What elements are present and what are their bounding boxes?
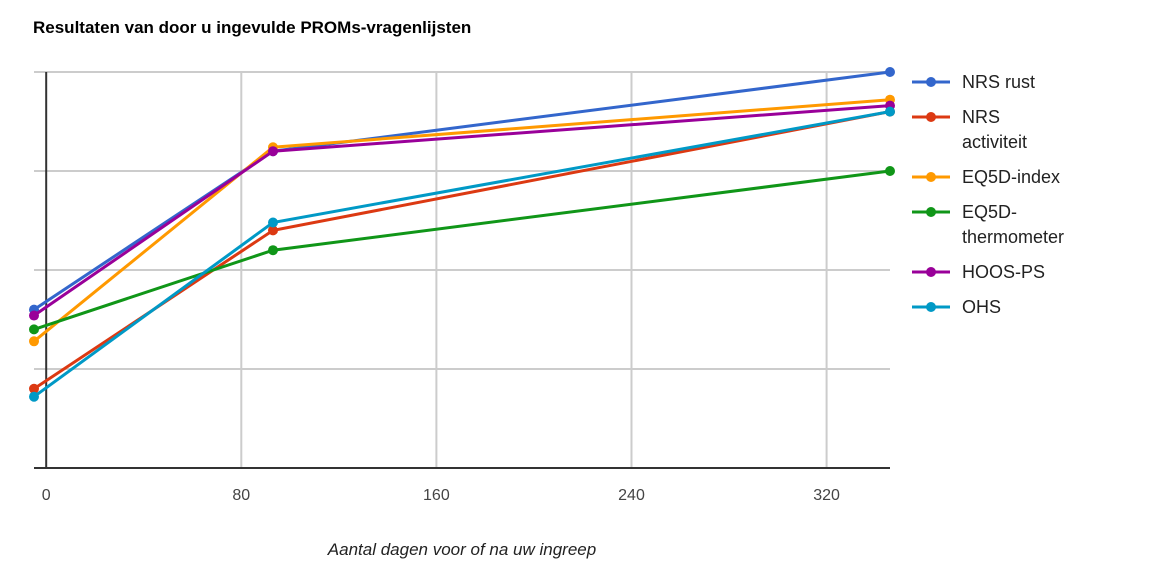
data-point — [267, 225, 278, 236]
legend-label: NRS — [962, 107, 1000, 127]
legend-item: OHS — [912, 297, 1001, 317]
data-point — [267, 245, 278, 256]
x-axis-label: Aantal dagen voor of na uw ingreep — [327, 540, 596, 559]
data-point — [29, 336, 39, 347]
legend-label: activiteit — [962, 132, 1027, 152]
x-tick-label: 0 — [42, 487, 51, 504]
x-tick-label: 160 — [423, 487, 450, 504]
series-line-nrs-rust — [33, 70, 891, 311]
legend-item: EQ5D-index — [912, 167, 1060, 187]
data-point — [885, 67, 895, 77]
x-tick-label: 80 — [232, 487, 250, 504]
legend-label: EQ5D-index — [962, 167, 1060, 187]
legend-swatch-dot — [926, 302, 936, 312]
legend-label: OHS — [962, 297, 1001, 317]
legend-swatch-dot — [926, 207, 936, 217]
data-point — [29, 310, 39, 321]
x-tick-label: 320 — [813, 487, 840, 504]
legend-label: NRS rust — [962, 72, 1035, 92]
data-point — [885, 106, 895, 117]
data-point — [29, 391, 39, 402]
legend-item: NRS rust — [912, 72, 1035, 92]
legend-label: thermometer — [962, 227, 1064, 247]
chart-title: Resultaten van door u ingevulde PROMs-vr… — [33, 18, 471, 37]
data-point — [267, 146, 278, 157]
data-point — [29, 383, 39, 394]
data-point — [267, 217, 278, 228]
legend-label: EQ5D- — [962, 202, 1017, 222]
legend-swatch-dot — [926, 77, 936, 87]
legend-swatch-dot — [926, 112, 936, 122]
legend-item: EQ5D-thermometer — [912, 202, 1064, 247]
legend-item: NRS activiteit — [912, 107, 1027, 152]
legend-item: HOOS-PS — [912, 262, 1045, 282]
data-point — [885, 166, 895, 176]
data-point — [29, 324, 39, 335]
legend-swatch-dot — [926, 172, 936, 182]
series-line-nrs-activiteit — [33, 110, 891, 391]
legend-label: HOOS-PS — [962, 262, 1045, 282]
legend-swatch-dot — [926, 267, 936, 277]
series-line-ohs — [33, 110, 891, 398]
x-tick-label: 240 — [618, 487, 645, 504]
